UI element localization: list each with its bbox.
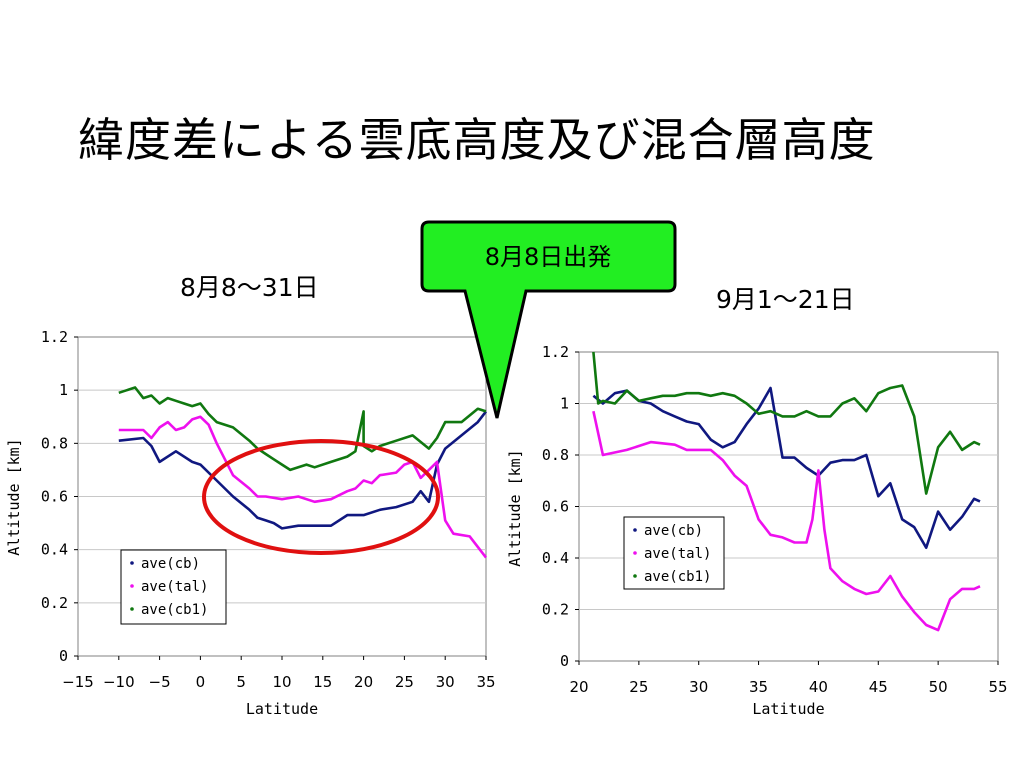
legend-label: ave(cb) [141,556,200,572]
y-tick-label: 1.2 [542,343,569,361]
y-tick-label: 0 [560,652,569,670]
callout-bubble [420,220,677,419]
x-tick-label: 35 [749,678,768,696]
y-tick-label: 1.2 [41,328,68,346]
x-tick-label: 20 [569,678,588,696]
x-tick-label: 25 [629,678,648,696]
series-line-avecb [118,410,488,530]
legend [623,516,725,590]
legend-marker [130,561,134,565]
chart-right: 0 0.2 0.4 0.6 0.8 1 1.2 20 25 30 35 40 45 50 55 Latitud… [506,343,1008,718]
x-tick-label: 5 [236,673,246,691]
y-tick-label: 0.8 [542,446,569,464]
legend-label: ave(tal) [644,546,711,562]
legend-label: ave(tal) [141,579,208,595]
legend-label: ave(cb) [644,523,703,539]
y-tick-label: 0.2 [41,594,68,612]
x-tick-label: 10 [272,673,291,691]
chart-right-subtitle: 9月1〜21日 [716,285,855,314]
x-tick-label: 30 [436,673,455,691]
x-tick-label: −5 [149,673,171,691]
legend-label: ave(cb1) [141,602,208,618]
y-tick-label: 0.6 [41,488,68,506]
callout: 8月8日出発 [420,220,677,419]
y-axis-label: Altitude [km] [506,449,524,566]
legend [120,549,227,625]
legend-label: ave(cb1) [644,569,711,585]
chart-left: 0 0.2 0.4 0.6 0.8 1 1.2 −15 −10 −5 0 5 10 15 20 25 30 35 L… [5,328,496,718]
legend-marker [633,574,637,578]
x-axis-label: Latitude [752,700,824,718]
y-axis-label: Altitude [km] [5,438,23,555]
slide-title: 緯度差による雲底高度及び混合層高度 [78,113,876,167]
series-line-avecb1 [118,386,487,472]
x-tick-label: −10 [103,673,135,691]
highlight-ellipse [202,439,440,555]
y-tick-label: 0.4 [41,541,68,559]
y-tick-label: 0 [59,647,68,665]
legend-marker [130,584,134,588]
y-tick-label: 0.6 [542,498,569,516]
chart-left-subtitle: 8月8〜31日 [180,273,319,302]
callout-text: 8月8日出発 [485,243,612,271]
y-tick-label: 0.8 [41,434,68,452]
x-tick-label: 55 [988,678,1007,696]
series-line-avecb1 [592,351,981,495]
x-tick-label: 50 [929,678,948,696]
x-tick-label: 25 [395,673,414,691]
legend-marker [130,607,134,611]
series-line-avetal [118,415,488,559]
x-tick-label: 0 [196,673,206,691]
x-axis-label: Latitude [246,700,318,718]
legend-marker [633,551,637,555]
x-tick-label: −15 [62,673,94,691]
x-tick-label: 15 [313,673,332,691]
series-line-avecb [592,386,981,550]
y-tick-label: 1 [560,395,569,413]
x-tick-label: 45 [869,678,888,696]
x-tick-label: 20 [354,673,373,691]
y-tick-label: 0.4 [542,549,569,567]
x-tick-label: 30 [689,678,708,696]
y-tick-label: 1 [59,381,68,399]
x-tick-label: 40 [809,678,828,696]
legend-marker [633,528,637,532]
x-tick-label: 35 [476,673,495,691]
y-tick-label: 0.2 [542,601,569,619]
series-line-avetal [592,410,981,632]
